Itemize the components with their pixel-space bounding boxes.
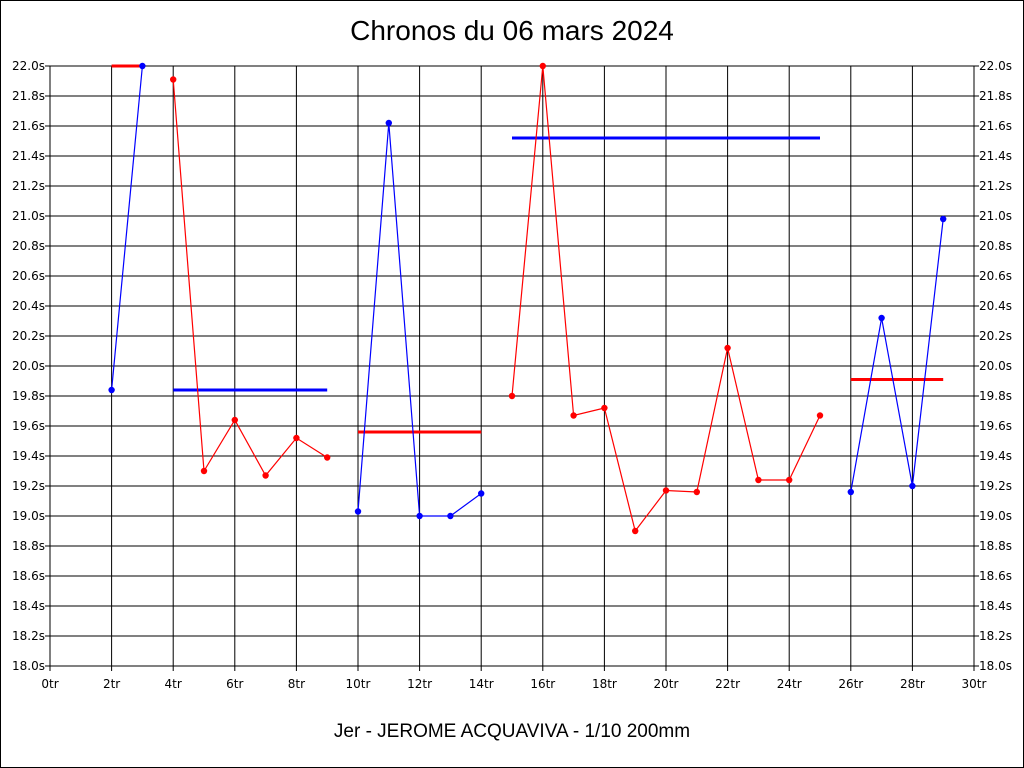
y-tick-label-right: 20.2s — [979, 329, 1012, 343]
x-tick-label: 4tr — [165, 677, 182, 691]
y-tick-label-left: 18.6s — [12, 569, 45, 583]
y-tick-label-left: 18.2s — [12, 629, 45, 643]
chart-subtitle: Jer - JEROME ACQUAVIVA - 1/10 200mm — [333, 721, 691, 742]
y-tick-label-right: 18.8s — [979, 539, 1012, 553]
data-point — [170, 76, 177, 83]
y-tick-label-right: 19.6s — [979, 419, 1012, 433]
data-point — [601, 404, 608, 412]
data-point — [262, 472, 269, 479]
data-point — [786, 476, 793, 484]
y-tick-label-left: 20.8s — [12, 239, 45, 253]
y-tick-label-left: 19.8s — [12, 389, 45, 403]
data-point — [508, 392, 516, 400]
x-tick-label: 6tr — [226, 677, 243, 691]
data-point — [416, 512, 423, 520]
y-tick-label-right: 21.6s — [979, 119, 1012, 133]
y-tick-label-right: 18.0s — [979, 659, 1012, 673]
y-tick-label-left: 19.6s — [12, 419, 45, 433]
data-point — [539, 62, 546, 70]
data-point — [693, 488, 700, 496]
y-tick-label-left: 18.4s — [12, 599, 45, 613]
data-point — [909, 482, 916, 490]
y-tick-label-left: 20.6s — [12, 269, 45, 283]
y-tick-label-right: 21.4s — [979, 149, 1012, 163]
y-tick-label-right: 19.0s — [979, 509, 1012, 523]
y-tick-label-right: 19.4s — [979, 449, 1012, 463]
y-tick-label-right: 20.8s — [979, 239, 1012, 253]
x-tick-label: 22tr — [715, 677, 740, 691]
series-line — [850, 218, 944, 493]
chart-title: Chronos du 06 mars 2024 — [350, 15, 674, 46]
data-point — [816, 412, 824, 419]
y-tick-label-right: 21.8s — [979, 89, 1012, 103]
data-point — [385, 119, 392, 127]
x-tick-label: 28tr — [900, 677, 925, 691]
y-tick-label-left: 18.8s — [12, 539, 45, 553]
y-tick-label-right: 20.0s — [979, 359, 1012, 373]
y-tick-label-right: 22.0s — [979, 59, 1012, 73]
y-tick-label-left: 21.2s — [12, 179, 45, 193]
y-tick-label-left: 19.0s — [12, 509, 45, 523]
x-tick-label: 16tr — [530, 677, 555, 691]
data-point — [354, 508, 362, 515]
x-tick-label: 2tr — [103, 677, 120, 691]
x-tick-label: 12tr — [407, 677, 432, 691]
data-point — [662, 487, 670, 494]
data-point — [200, 467, 208, 475]
y-tick-label-left: 20.0s — [12, 359, 45, 373]
y-tick-label-left: 20.2s — [12, 329, 45, 343]
y-tick-label-left: 22.0s — [12, 59, 45, 73]
data-point — [231, 416, 238, 424]
data-point — [478, 490, 485, 497]
x-tick-label: 14tr — [469, 677, 494, 691]
data-point — [632, 527, 639, 535]
y-tick-label-right: 18.2s — [979, 629, 1012, 643]
x-tick-label: 0tr — [41, 677, 58, 691]
x-tick-label: 30tr — [962, 677, 987, 691]
y-tick-label-right: 18.6s — [979, 569, 1012, 583]
y-tick-label-left: 21.8s — [12, 89, 45, 103]
x-tick-label: 24tr — [777, 677, 802, 691]
data-point — [108, 386, 115, 394]
data-point — [139, 62, 146, 70]
data-point — [755, 476, 762, 484]
data-point — [724, 344, 731, 352]
x-tick-label: 20tr — [654, 677, 679, 691]
y-tick-label-right: 20.4s — [979, 299, 1012, 313]
y-tick-label-left: 19.2s — [12, 479, 45, 493]
y-tick-label-left: 21.0s — [12, 209, 45, 223]
y-tick-label-left: 21.6s — [12, 119, 45, 133]
data-point — [570, 412, 577, 419]
x-tick-label: 10tr — [346, 677, 371, 691]
x-tick-label: 8tr — [288, 677, 305, 691]
y-tick-label-left: 21.4s — [12, 149, 45, 163]
series-line — [172, 79, 328, 477]
data-point — [447, 512, 454, 520]
y-tick-label-right: 20.6s — [979, 269, 1012, 283]
data-point — [878, 314, 885, 322]
data-point — [324, 454, 331, 461]
y-tick-label-right: 18.4s — [979, 599, 1012, 613]
y-tick-label-right: 21.0s — [979, 209, 1012, 223]
y-tick-label-left: 20.4s — [12, 299, 45, 313]
x-tick-label: 18tr — [592, 677, 617, 691]
y-tick-label-right: 19.8s — [979, 389, 1012, 403]
x-tick-label: 26tr — [838, 677, 863, 691]
y-tick-label-left: 18.0s — [12, 659, 45, 673]
data-point — [293, 434, 300, 442]
y-tick-label-left: 19.4s — [12, 449, 45, 463]
data-point — [847, 488, 854, 496]
y-tick-label-right: 19.2s — [979, 479, 1012, 493]
series-line — [111, 65, 143, 391]
data-point — [940, 215, 947, 223]
y-tick-label-right: 21.2s — [979, 179, 1012, 193]
